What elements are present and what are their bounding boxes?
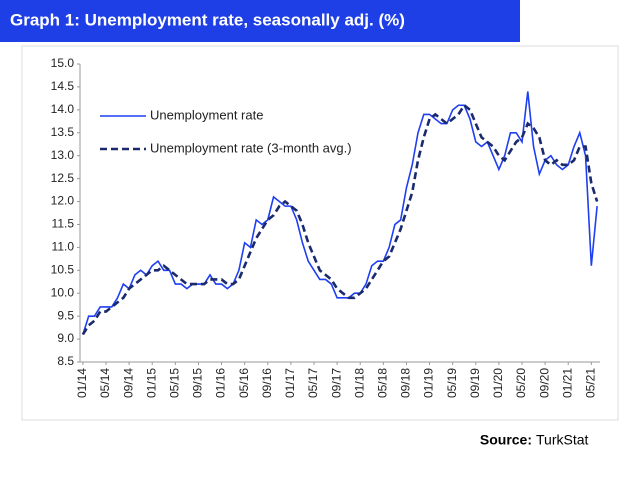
x-tick-label: 09/16	[260, 368, 274, 398]
source: TurkStat	[536, 432, 588, 448]
x-tick-label: 05/17	[306, 368, 320, 398]
y-tick-label: 10.0	[51, 285, 75, 299]
chart-title: Graph 1: Unemployment rate, seasonally a…	[10, 10, 405, 29]
y-tick-label: 9.5	[57, 308, 74, 322]
x-tick-label: 01/18	[352, 368, 366, 398]
y-tick-label: 12.0	[51, 194, 75, 208]
legend-label: Unemployment rate	[150, 107, 263, 122]
line-series	[82, 91, 598, 335]
x-tick-label: 01/17	[283, 368, 297, 398]
y-tick-label: 9.0	[57, 331, 74, 345]
y-tick-label: 8.5	[57, 354, 74, 368]
x-tick-label: 01/14	[75, 368, 89, 398]
x-tick-label: 01/15	[144, 368, 158, 398]
y-tick-label: 11.0	[52, 240, 75, 254]
x-tick-label: 05/19	[445, 368, 459, 398]
y-tick-label: 15.0	[51, 56, 75, 70]
x-tick-label: 09/14	[121, 368, 135, 398]
y-tick-label: 13.0	[51, 148, 75, 162]
x-tick-label: 05/20	[514, 368, 528, 398]
x-tick-label: 09/20	[537, 368, 551, 398]
y-tick-label: 10.5	[51, 262, 75, 276]
chart-frame	[21, 45, 619, 421]
x-tick-label: 05/15	[168, 368, 182, 398]
x-tick-label: 09/19	[468, 368, 482, 398]
x-tick-label: 09/18	[399, 368, 413, 398]
source-label: Source:	[480, 432, 532, 448]
x-tick-label: 09/17	[329, 368, 343, 398]
y-tick-label: 11.5	[52, 217, 75, 231]
x-tick-label: 05/16	[237, 368, 251, 398]
x-tick-label: 01/16	[214, 368, 228, 398]
x-tick-label: 05/18	[376, 368, 390, 398]
legend-label: Unemployment rate (3-month avg.)	[150, 140, 352, 155]
x-tick-label: 01/20	[491, 368, 505, 398]
x-tick-label: 01/19	[422, 368, 436, 398]
x-tick-label: 05/21	[584, 368, 598, 398]
y-tick-label: 14.5	[51, 79, 75, 93]
x-tick-label: 05/14	[98, 368, 112, 398]
x-tick-label: 09/15	[191, 368, 205, 398]
title-banner	[0, 0, 520, 42]
y-tick-label: 12.5	[51, 171, 75, 185]
line-series	[81, 103, 599, 336]
x-tick-label: 01/21	[560, 368, 574, 398]
y-tick-label: 14.0	[51, 102, 75, 116]
y-tick-label: 13.5	[51, 125, 75, 139]
